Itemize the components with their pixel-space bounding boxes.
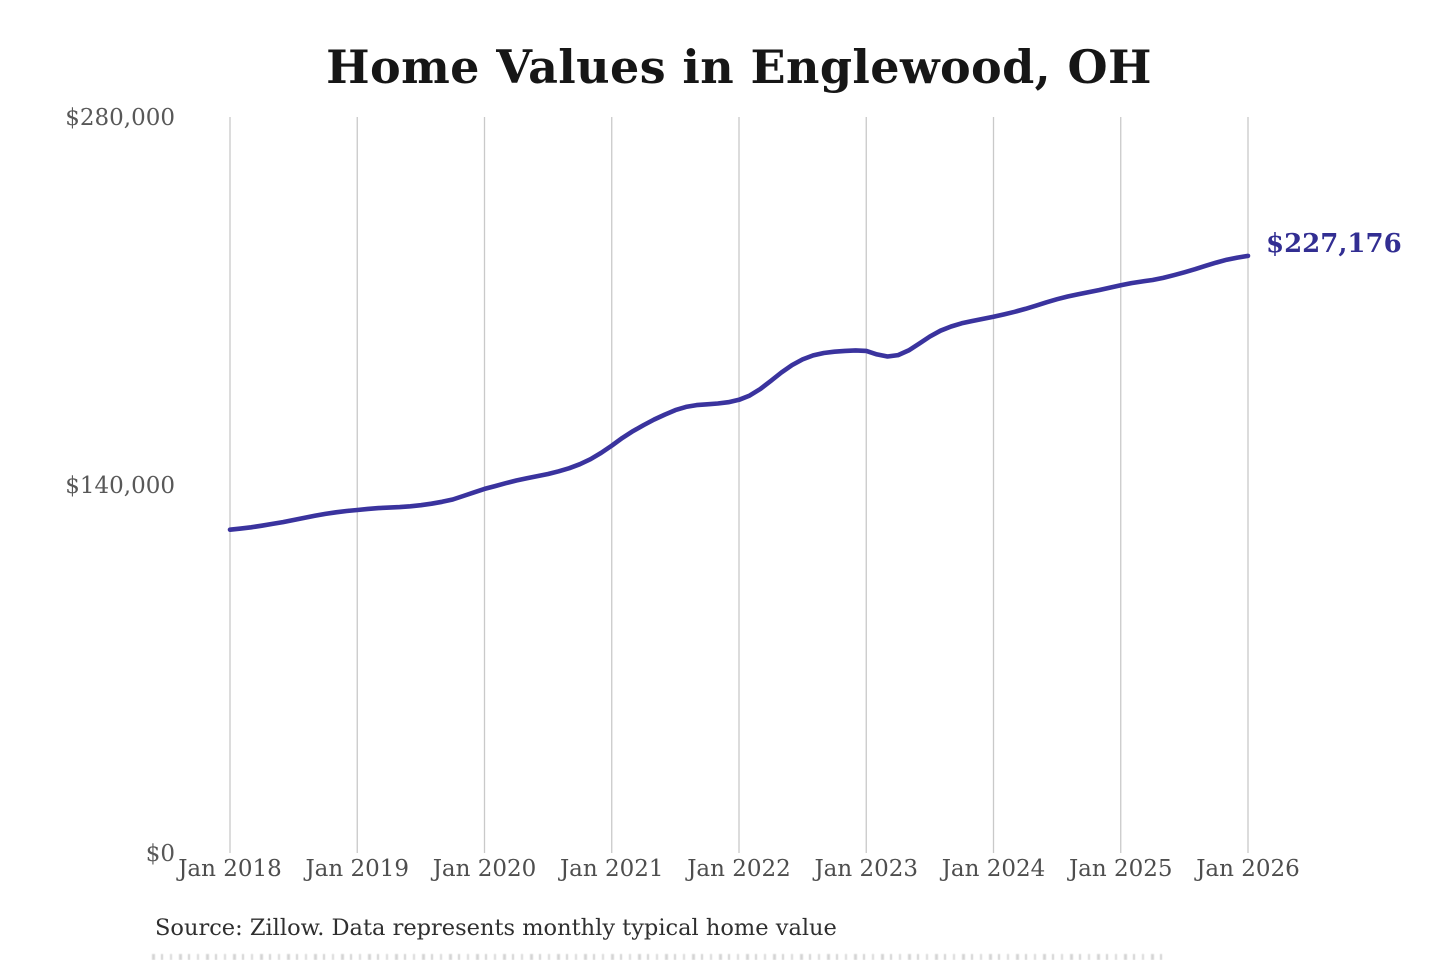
x-tick-label: Jan 2019 (305, 856, 410, 882)
latest-value-annotation: $227,176 (1266, 228, 1402, 259)
chart-title: Home Values in Englewood, OH (326, 40, 1152, 94)
gridlines (229, 117, 1249, 853)
clipped-text-remnant (152, 954, 1164, 960)
x-tick-label: Jan 2026 (1196, 856, 1300, 882)
y-tick-label: $140,000 (65, 473, 175, 499)
source-note: Source: Zillow. Data represents monthly … (155, 915, 837, 941)
x-tick-label: Jan 2021 (559, 856, 664, 882)
x-tick-label: Jan 2025 (1068, 856, 1173, 882)
home-value-series-line (227, 253, 1251, 532)
y-tick-label: $0 (145, 841, 175, 867)
x-tick-label: Jan 2020 (432, 856, 537, 882)
x-tick-label: Jan 2018 (178, 856, 282, 882)
x-tick-label: Jan 2023 (814, 856, 919, 882)
y-tick-label: $280,000 (65, 105, 175, 131)
x-tick-label: Jan 2024 (941, 856, 1046, 882)
x-tick-label: Jan 2022 (687, 856, 791, 882)
